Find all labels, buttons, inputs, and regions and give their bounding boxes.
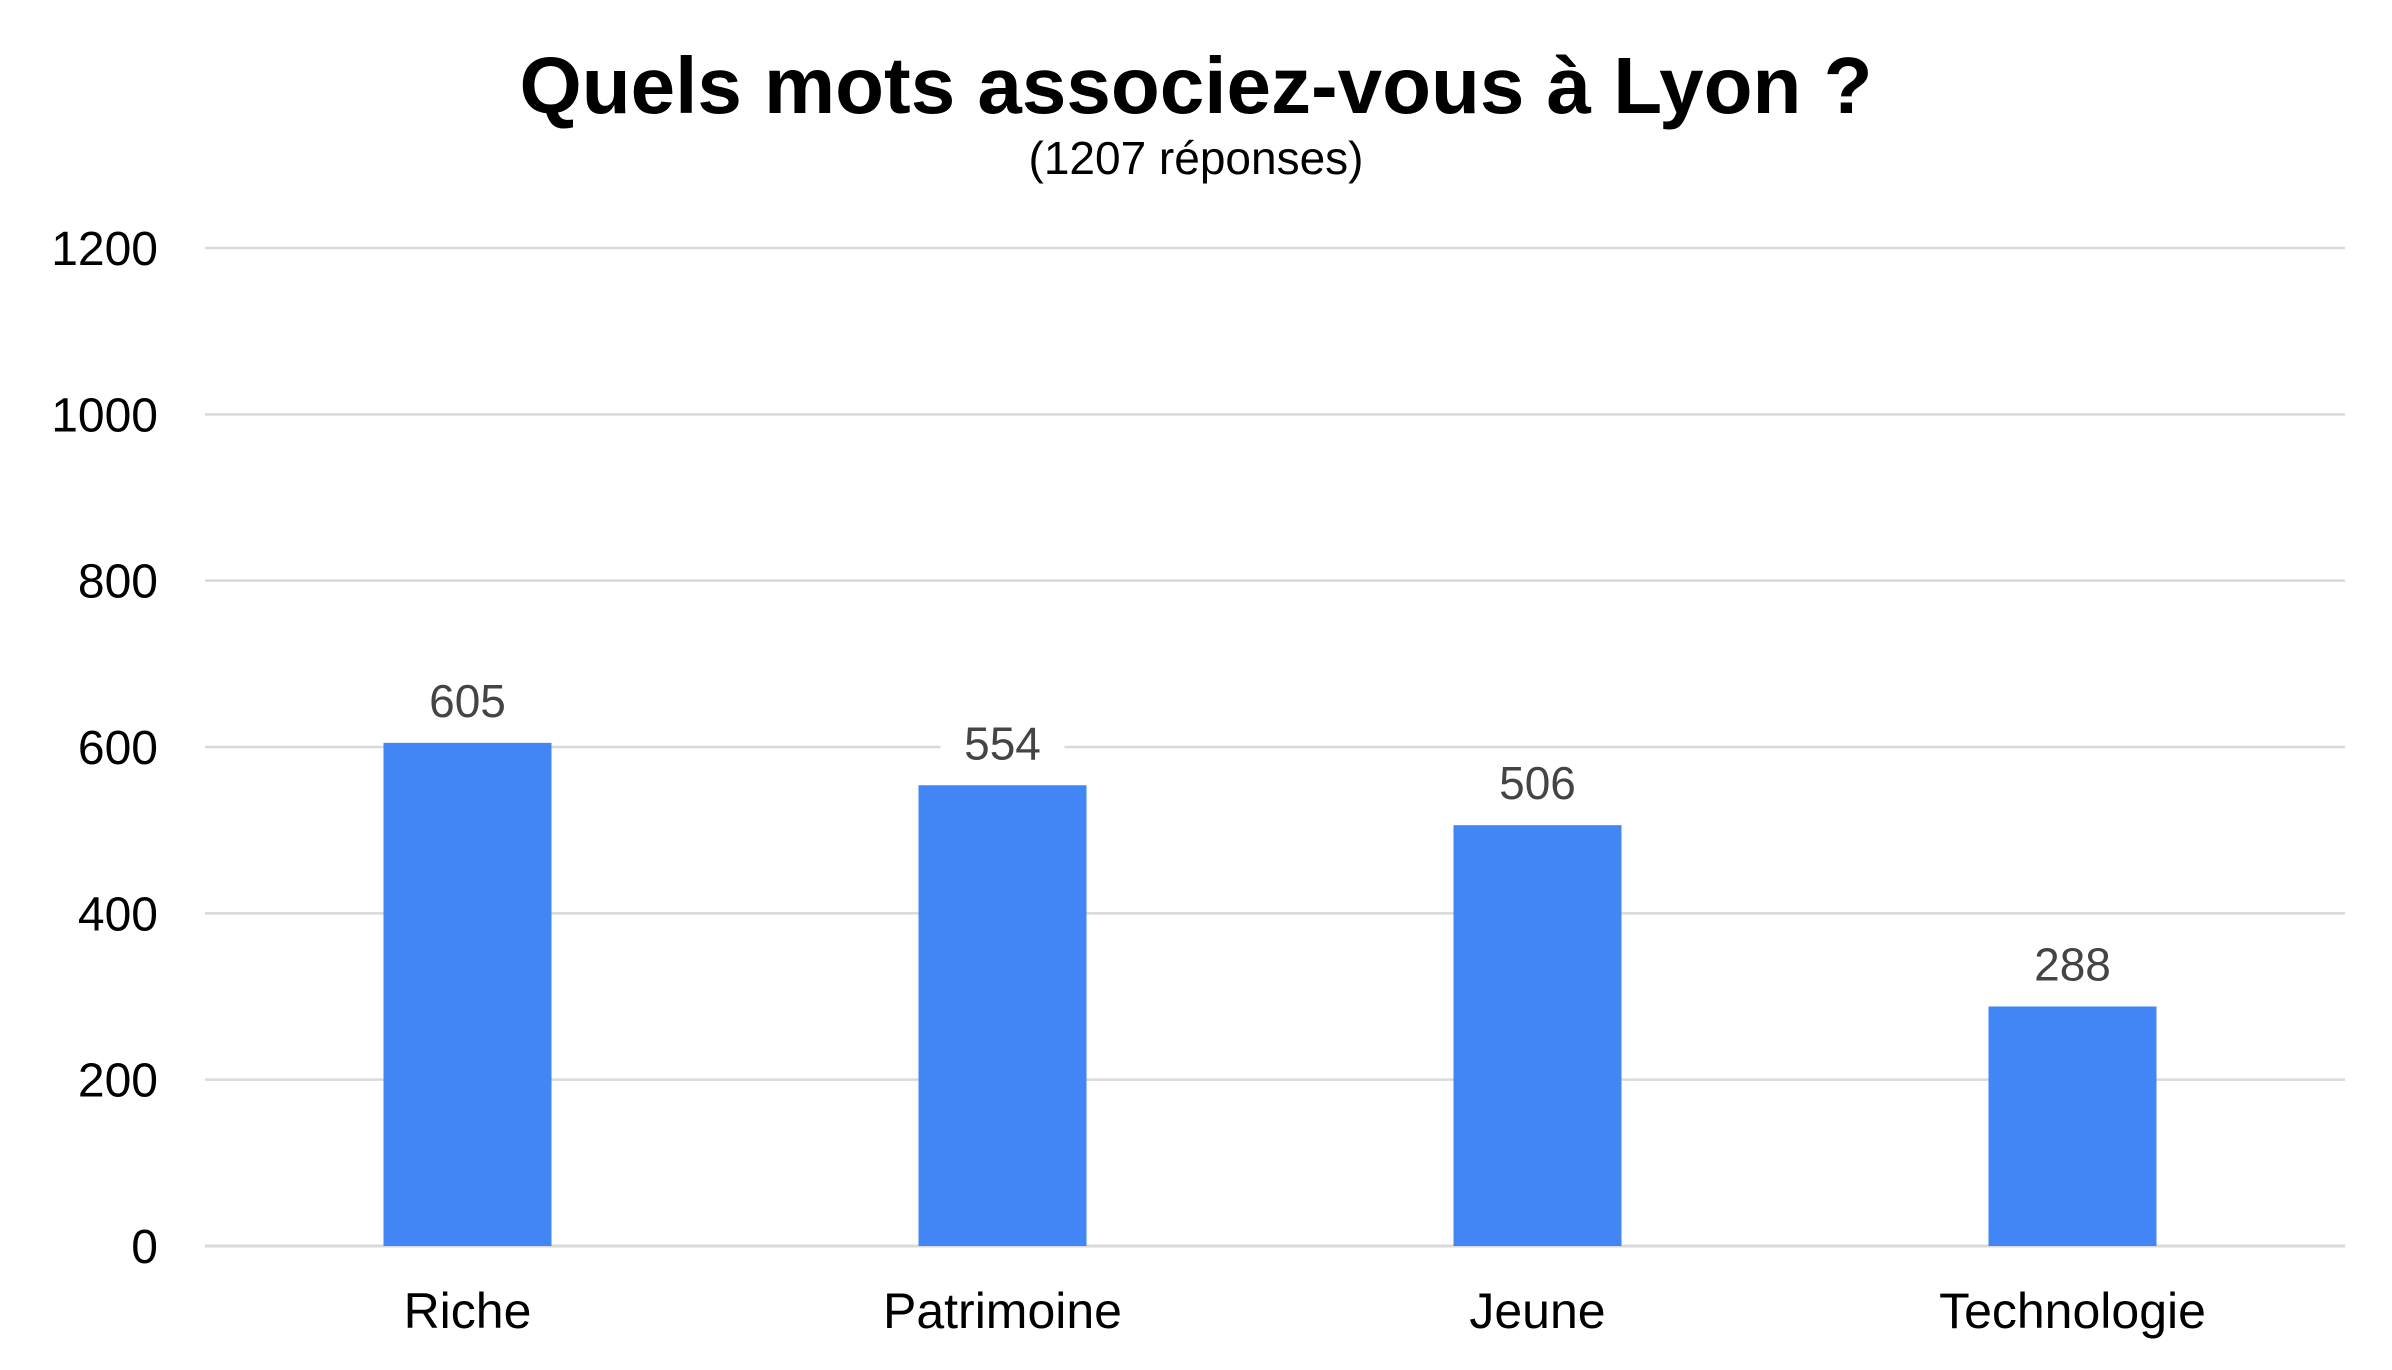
- y-tick-label: 800: [78, 556, 158, 609]
- y-tick-label: 400: [78, 888, 158, 941]
- data-label-riche: 605: [429, 675, 506, 727]
- x-category-label-riche: Riche: [404, 1283, 532, 1339]
- gridlines: [205, 246, 2345, 1248]
- y-axis-tick-labels: 0 200 400 600 800 1000 1200: [51, 223, 158, 1274]
- y-tick-label: 1200: [51, 223, 158, 276]
- bar-technologie: [1988, 1006, 2157, 1246]
- chart-title: Quels mots associez-vous à Lyon ?: [519, 41, 1873, 130]
- x-category-label-technologie: Technologie: [1939, 1283, 2206, 1339]
- bar-jeune: [1453, 825, 1622, 1246]
- data-label-background: [940, 713, 1065, 772]
- data-label-background: [2010, 934, 2135, 993]
- y-tick-label: 0: [131, 1221, 158, 1274]
- data-label-technologie: 288: [2034, 938, 2111, 990]
- x-axis-category-labels: Riche Patrimoine Jeune Technologie: [404, 1283, 2206, 1339]
- bars: [383, 742, 2157, 1246]
- bar-riche: [383, 742, 552, 1246]
- chart-subtitle: (1207 réponses): [1028, 132, 1364, 184]
- data-label-background: [405, 670, 530, 729]
- y-tick-label: 600: [78, 722, 158, 775]
- x-category-label-patrimoine: Patrimoine: [883, 1283, 1122, 1339]
- x-category-label-jeune: Jeune: [1469, 1283, 1605, 1339]
- data-labels: 605 554 506 288: [405, 670, 2135, 993]
- data-label-background: [1475, 753, 1600, 812]
- data-label-jeune: 506: [1499, 757, 1576, 809]
- data-label-patrimoine: 554: [964, 717, 1041, 769]
- y-tick-label: 1000: [51, 389, 158, 442]
- bar-patrimoine: [918, 785, 1087, 1246]
- y-tick-label: 200: [78, 1055, 158, 1108]
